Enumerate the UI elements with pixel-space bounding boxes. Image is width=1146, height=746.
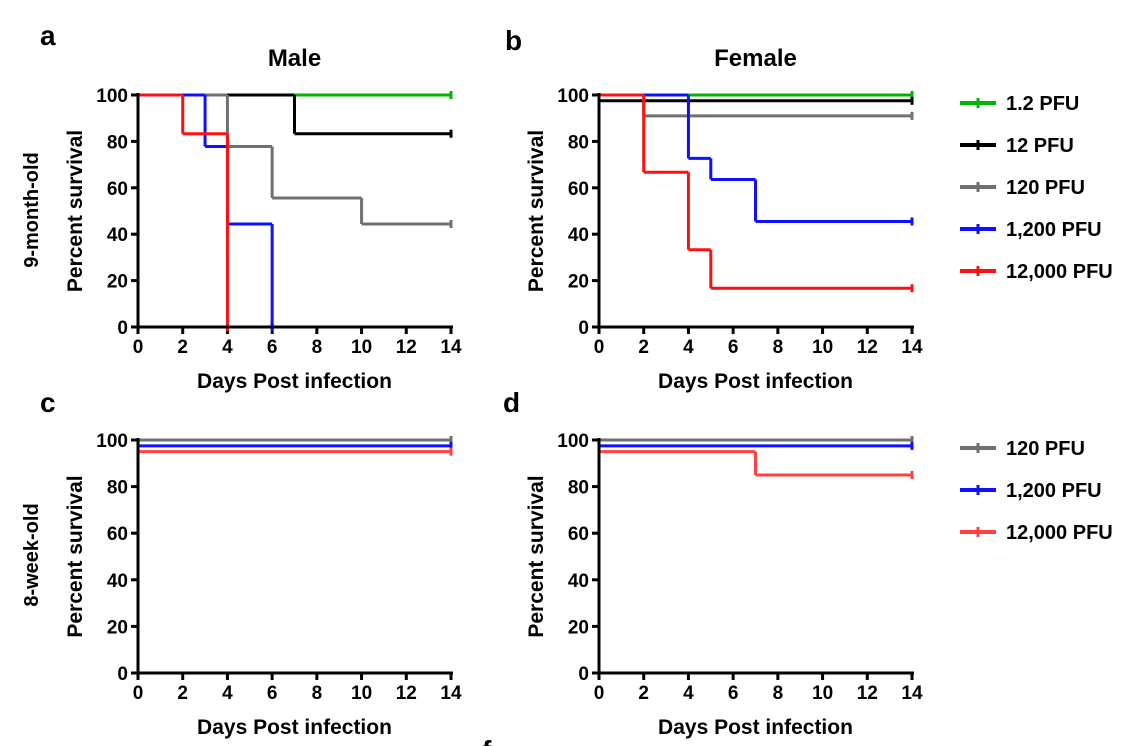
y-tick-label: 100 xyxy=(96,86,128,107)
y-tick-label: 60 xyxy=(107,524,128,545)
y-tick-label: 100 xyxy=(557,431,589,452)
legend-label: 120 PFU xyxy=(1006,438,1085,460)
y-tick-label: 20 xyxy=(568,617,589,638)
x-tick-label: 0 xyxy=(594,683,605,704)
x-tick-label: 14 xyxy=(901,683,923,704)
y-tick-label: 40 xyxy=(107,571,128,592)
x-tick-label: 8 xyxy=(312,683,323,704)
y-tick-label: 60 xyxy=(107,179,128,200)
x-tick-label: 0 xyxy=(594,337,605,358)
y-tick-label: 0 xyxy=(117,664,128,685)
x-tick-label: 14 xyxy=(901,337,923,358)
x-axis-label: Days Post infection xyxy=(197,716,392,739)
row-label: 9-month-old xyxy=(21,152,43,268)
chart-title: Female xyxy=(714,45,797,72)
x-tick-label: 2 xyxy=(177,337,188,358)
y-tick-label: 20 xyxy=(107,617,128,638)
x-tick-label: 8 xyxy=(773,337,784,358)
y-tick-label: 20 xyxy=(568,272,589,293)
y-tick-label: 0 xyxy=(578,664,589,685)
x-tick-label: 2 xyxy=(177,683,188,704)
x-tick-label: 12 xyxy=(857,337,878,358)
x-axis-label: Days Post infection xyxy=(658,716,853,739)
x-tick-label: 4 xyxy=(683,683,694,704)
x-tick-label: 4 xyxy=(222,337,233,358)
x-tick-label: 2 xyxy=(638,337,649,358)
y-axis-label: Percent survival xyxy=(64,475,87,637)
x-tick-label: 10 xyxy=(812,337,833,358)
legend-label: 12,000 PFU xyxy=(1006,522,1113,544)
x-tick-label: 6 xyxy=(728,683,739,704)
legend-label: 1,200 PFU xyxy=(1006,480,1102,502)
x-tick-label: 14 xyxy=(440,337,462,358)
y-tick-label: 80 xyxy=(107,478,128,499)
x-tick-label: 4 xyxy=(683,337,694,358)
x-tick-label: 8 xyxy=(312,337,323,358)
y-axis-label: Percent survival xyxy=(64,130,87,292)
panel-letter: c xyxy=(40,387,56,418)
y-tick-label: 80 xyxy=(568,132,589,153)
x-axis-label: Days Post infection xyxy=(658,370,853,393)
legend-label: 120 PFU xyxy=(1006,177,1085,199)
x-tick-label: 0 xyxy=(133,337,144,358)
y-tick-label: 100 xyxy=(96,431,128,452)
x-tick-label: 0 xyxy=(133,683,144,704)
legend-label: 12,000 PFU xyxy=(1006,261,1113,283)
panel-letter: b xyxy=(505,25,522,56)
panel-letter: f xyxy=(482,735,492,746)
x-tick-label: 6 xyxy=(728,337,739,358)
x-axis-label: Days Post infection xyxy=(197,370,392,393)
x-tick-label: 14 xyxy=(440,683,462,704)
panel-letter: d xyxy=(503,387,520,418)
x-tick-label: 12 xyxy=(396,683,417,704)
y-tick-label: 40 xyxy=(568,571,589,592)
y-tick-label: 40 xyxy=(568,225,589,246)
chart-title: Male xyxy=(268,45,321,72)
y-tick-label: 20 xyxy=(107,272,128,293)
x-tick-label: 10 xyxy=(351,337,372,358)
x-tick-label: 6 xyxy=(267,683,278,704)
y-axis-label: Percent survival xyxy=(525,475,548,637)
x-tick-label: 10 xyxy=(351,683,372,704)
panel-letter: a xyxy=(40,20,56,51)
y-axis-label: Percent survival xyxy=(525,130,548,292)
x-tick-label: 8 xyxy=(773,683,784,704)
y-tick-label: 0 xyxy=(117,318,128,339)
y-tick-label: 40 xyxy=(107,225,128,246)
legend-label: 12 PFU xyxy=(1006,135,1074,157)
row-label: 8-week-old xyxy=(21,503,43,606)
x-tick-label: 4 xyxy=(222,683,233,704)
x-tick-label: 12 xyxy=(396,337,417,358)
legend-label: 1,200 PFU xyxy=(1006,219,1102,241)
x-tick-label: 10 xyxy=(812,683,833,704)
x-tick-label: 12 xyxy=(857,683,878,704)
x-tick-label: 2 xyxy=(638,683,649,704)
y-tick-label: 60 xyxy=(568,524,589,545)
legend-label: 1.2 PFU xyxy=(1006,93,1079,115)
y-tick-label: 100 xyxy=(557,86,589,107)
y-tick-label: 80 xyxy=(107,132,128,153)
y-tick-label: 60 xyxy=(568,179,589,200)
y-tick-label: 0 xyxy=(578,318,589,339)
x-tick-label: 6 xyxy=(267,337,278,358)
y-tick-label: 80 xyxy=(568,478,589,499)
